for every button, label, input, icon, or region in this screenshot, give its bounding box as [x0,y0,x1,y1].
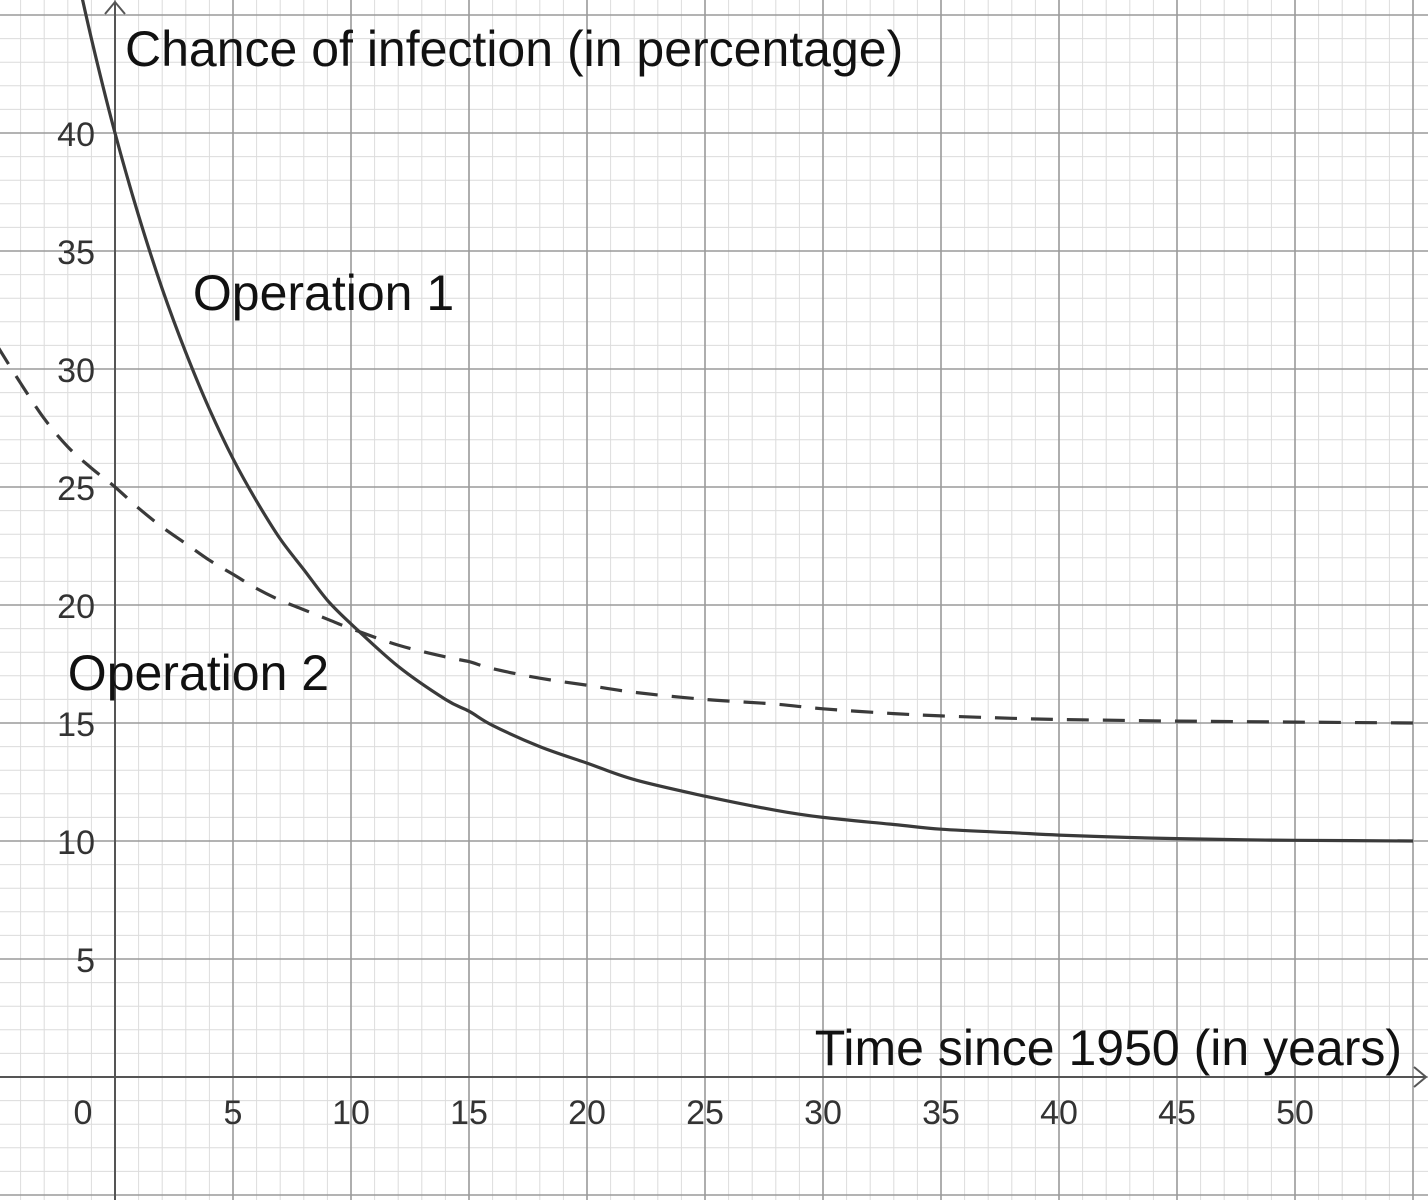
x-axis-title: Time since 1950 (in years) [815,1020,1402,1076]
x-axis-arrow-icon [1413,1066,1428,1088]
y-axis-arrow-icon [104,0,126,15]
x-tick-label: 45 [1158,1094,1196,1132]
x-tick-label: 10 [332,1094,370,1132]
x-tick-label: 50 [1276,1094,1314,1132]
y-tick-label: 40 [57,116,95,154]
x-tick-label: 5 [224,1094,243,1132]
y-tick-label: 20 [57,588,95,626]
x-tick-label: 20 [568,1094,606,1132]
y-tick-label: 10 [57,824,95,862]
x-tick-label: 30 [804,1094,842,1132]
y-tick-label: 25 [57,470,95,508]
y-axis-title: Chance of infection (in percentage) [125,21,903,77]
series-label: Operation 2 [68,645,329,701]
x-tick-label: 0 [74,1094,93,1132]
y-tick-labels: 5 10 15 20 25 30 35 40 [57,116,95,980]
series-lines [0,0,1414,843]
y-tick-label: 5 [76,942,95,980]
series-label: Operation 1 [193,265,454,321]
series-labels: Operation 1 Operation 2 [68,265,454,701]
x-tick-label: 25 [686,1094,724,1132]
y-tick-label: 15 [57,706,95,744]
x-tick-label: 40 [1040,1094,1078,1132]
series-line-operation-2 [0,347,1414,725]
y-tick-label: 30 [57,352,95,390]
x-tick-label: 35 [922,1094,960,1132]
y-tick-label: 35 [57,234,95,272]
series-line-operation-1 [80,0,1414,843]
x-tick-label: 15 [450,1094,488,1132]
x-tick-labels: 0 5 10 15 20 25 30 35 40 45 50 [74,1094,1314,1132]
